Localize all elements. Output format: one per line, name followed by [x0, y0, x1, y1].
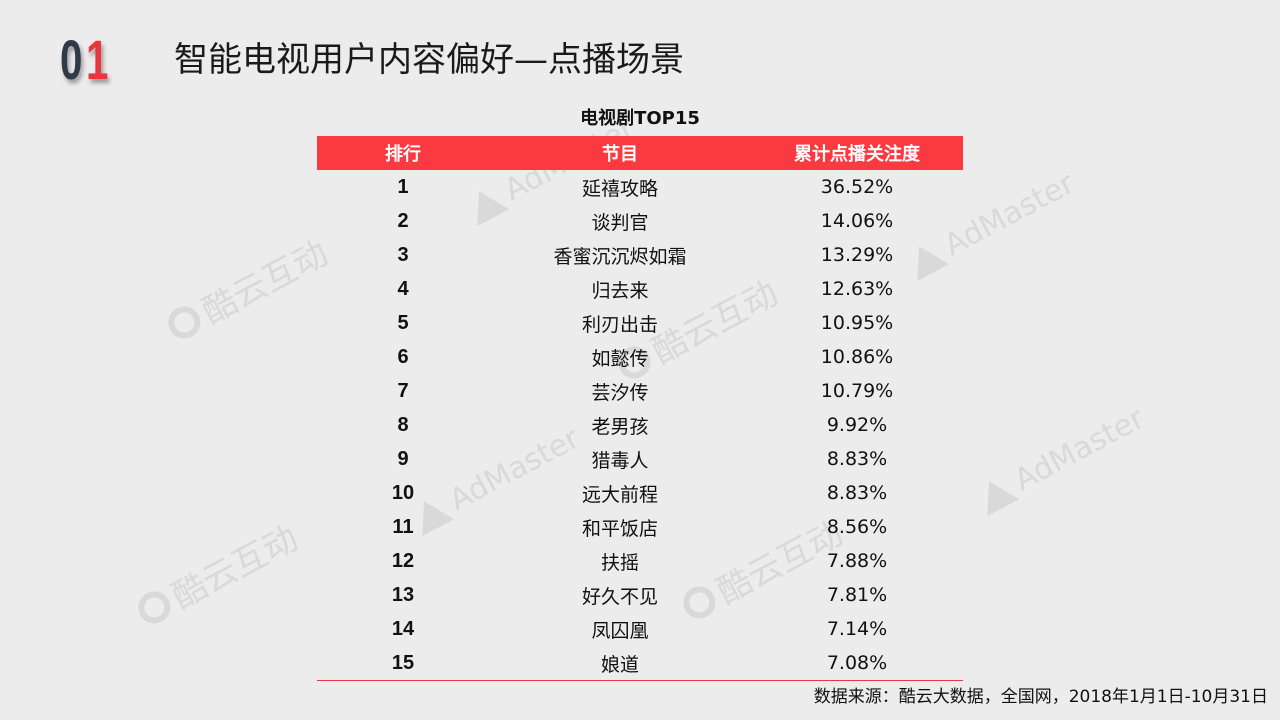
share-cell: 13.29%	[820, 244, 894, 266]
page-title: 智能电视用户内容偏好—点播场景	[174, 40, 684, 80]
column-header-share: 累计点播关注度	[751, 136, 963, 170]
show-cell: 猎毒人	[591, 449, 649, 472]
show-cell: 归去来	[591, 279, 649, 302]
show-cell: 娘道	[600, 653, 639, 676]
rank-cell: 3	[397, 243, 409, 266]
table-row: 11 和平饭店 8.56%	[317, 510, 963, 544]
kuyun-logo-icon	[162, 300, 206, 344]
admaster-watermark-text: AdMaster	[1008, 400, 1151, 499]
show-cell: 香蜜沉沉烬如霜	[553, 245, 687, 268]
rank-cell: 7	[397, 379, 409, 402]
rank-cell: 2	[397, 209, 409, 232]
table-header-row: 排行 节目 累计点播关注度	[317, 136, 963, 170]
show-cell: 凤囚凰	[591, 619, 649, 642]
rank-cell: 6	[397, 345, 409, 368]
share-cell: 10.86%	[820, 346, 894, 368]
rank-cell: 5	[397, 311, 409, 334]
column-header-show: 节目	[489, 136, 751, 170]
share-cell: 10.79%	[820, 380, 894, 402]
table-row: 13 好久不见 7.81%	[317, 578, 963, 612]
show-cell: 延禧攻略	[581, 177, 658, 200]
share-cell: 7.14%	[826, 618, 888, 640]
share-cell: 7.88%	[826, 550, 888, 572]
show-cell: 老男孩	[591, 415, 649, 438]
table-bottom-rule	[317, 680, 963, 681]
table-row: 10 远大前程 8.83%	[317, 476, 963, 510]
table-row: 15 娘道 7.08%	[317, 646, 963, 680]
table-row: 7 芸汐传 10.79%	[317, 374, 963, 408]
rank-cell: 1	[397, 175, 409, 198]
rank-cell: 10	[391, 481, 415, 504]
rank-cell: 4	[397, 277, 409, 300]
rank-cell: 8	[397, 413, 409, 436]
share-cell: 9.92%	[826, 414, 888, 436]
share-cell: 36.52%	[820, 176, 894, 198]
share-cell: 8.56%	[826, 516, 888, 538]
share-cell: 12.63%	[820, 278, 894, 300]
kuyun-watermark-text: 酷云互动	[165, 518, 305, 618]
column-header-rank: 排行	[317, 136, 489, 170]
table-row: 2 谈判官 14.06%	[317, 204, 963, 238]
rank-cell: 9	[397, 447, 409, 470]
table-row: 12 扶摇 7.88%	[317, 544, 963, 578]
show-cell: 如懿传	[591, 347, 649, 370]
show-cell: 和平饭店	[581, 517, 658, 540]
kuyun-logo-icon	[132, 585, 176, 629]
ranking-table: 排行 节目 累计点播关注度 1 延禧攻略 36.52% 2 谈判官 14.06%…	[317, 136, 963, 680]
show-cell: 芸汐传	[591, 381, 649, 404]
table-row: 9 猎毒人 8.83%	[317, 442, 963, 476]
share-cell: 8.83%	[826, 448, 888, 470]
table-row: 14 凤囚凰 7.14%	[317, 612, 963, 646]
table-row: 5 利刃出击 10.95%	[317, 306, 963, 340]
show-cell: 扶摇	[600, 551, 639, 574]
show-cell: 谈判官	[591, 211, 649, 234]
rank-cell: 11	[392, 515, 414, 538]
rank-cell: 13	[391, 583, 415, 606]
rank-cell: 12	[391, 549, 415, 572]
share-cell: 7.81%	[826, 584, 888, 606]
show-cell: 远大前程	[581, 483, 658, 506]
kuyun-watermark: 酷云互动	[158, 226, 335, 351]
source-note: 数据来源：酷云大数据，全国网，2018年1月1日-10月31日	[813, 687, 1268, 707]
admaster-watermark: AdMaster	[972, 401, 1150, 518]
table-row: 1 延禧攻略 36.52%	[317, 170, 963, 204]
share-cell: 8.83%	[826, 482, 888, 504]
table-caption: 电视剧TOP15	[580, 108, 700, 129]
share-cell: 10.95%	[820, 312, 894, 334]
show-cell: 好久不见	[581, 585, 658, 608]
section-digit-1: 0	[60, 28, 84, 91]
share-cell: 7.08%	[826, 652, 888, 674]
table-row: 6 如懿传 10.86%	[317, 340, 963, 374]
table-row: 4 归去来 12.63%	[317, 272, 963, 306]
kuyun-watermark: 酷云互动	[128, 511, 305, 636]
share-cell: 14.06%	[820, 210, 894, 232]
table-row: 8 老男孩 9.92%	[317, 408, 963, 442]
section-number: 0 1	[60, 30, 112, 90]
admaster-logo-icon	[972, 472, 1019, 516]
section-digit-2: 1	[86, 28, 110, 91]
kuyun-watermark-text: 酷云互动	[195, 233, 335, 333]
rank-cell: 14	[391, 617, 415, 640]
table-row: 3 香蜜沉沉烬如霜 13.29%	[317, 238, 963, 272]
rank-cell: 15	[391, 651, 415, 674]
show-cell: 利刃出击	[581, 313, 658, 336]
